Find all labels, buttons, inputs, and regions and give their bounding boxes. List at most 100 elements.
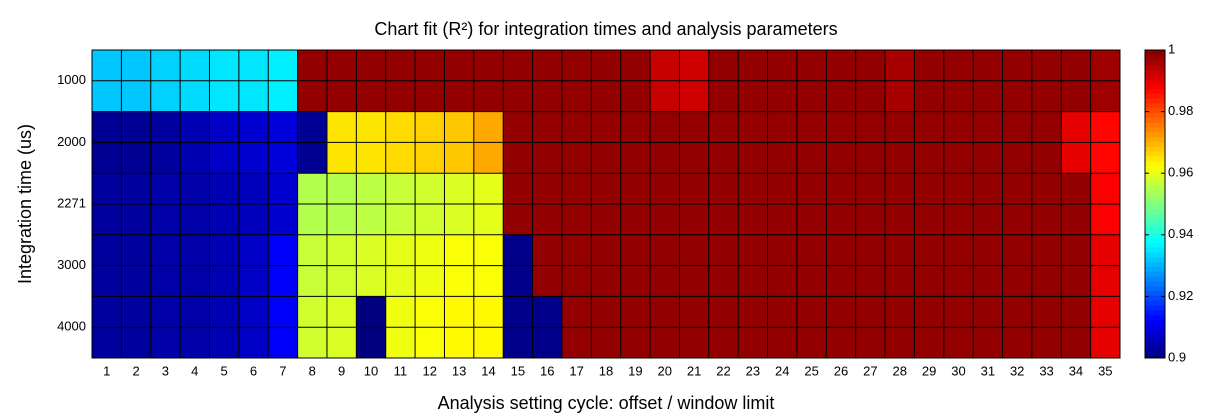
colorbar-segment xyxy=(1145,247,1165,253)
x-tick-label: 5 xyxy=(221,363,228,378)
y-tick-label: 4000 xyxy=(57,319,86,334)
x-tick-label: 7 xyxy=(279,363,286,378)
x-tick-label: 29 xyxy=(922,363,936,378)
colorbar-tick-label: 0.92 xyxy=(1168,288,1193,303)
x-axis-label: Analysis setting cycle: offset / window … xyxy=(438,393,775,413)
colorbar-segment xyxy=(1145,98,1165,104)
x-tick-label: 15 xyxy=(511,363,525,378)
colorbar-segment xyxy=(1145,204,1165,210)
x-tick-label: 31 xyxy=(981,363,995,378)
y-tick-label: 2000 xyxy=(57,134,86,149)
colorbar-segment xyxy=(1145,131,1165,138)
x-tick-label: 35 xyxy=(1098,363,1112,378)
colorbar-segment xyxy=(1145,112,1165,118)
colorbar-segment xyxy=(1145,155,1165,162)
colorbar-segment xyxy=(1145,170,1165,176)
colorbar-segment xyxy=(1145,208,1165,215)
x-tick-label: 19 xyxy=(628,363,642,378)
colorbar-segment xyxy=(1145,319,1165,325)
colorbar-segment xyxy=(1145,199,1165,205)
x-tick-label: 26 xyxy=(834,363,848,378)
x-tick-label: 8 xyxy=(309,363,316,378)
colorbar-segment xyxy=(1145,146,1165,152)
colorbar-segment xyxy=(1145,232,1165,239)
x-tick-label: 22 xyxy=(716,363,730,378)
colorbar-segment xyxy=(1145,160,1165,166)
plot-frame xyxy=(91,49,1121,359)
colorbar-segment xyxy=(1145,107,1165,114)
colorbar-segment xyxy=(1145,348,1165,354)
x-tick-label: 14 xyxy=(481,363,495,378)
x-tick-label: 2 xyxy=(132,363,139,378)
x-tick-label: 33 xyxy=(1039,363,1053,378)
x-tick-label: 32 xyxy=(1010,363,1024,378)
x-tick-label: 3 xyxy=(162,363,169,378)
x-tick-label: 1 xyxy=(103,363,110,378)
colorbar-tick-label: 1 xyxy=(1168,41,1175,56)
colorbar-segment xyxy=(1145,343,1165,349)
x-tick-label: 27 xyxy=(863,363,877,378)
colorbar-segment xyxy=(1145,64,1165,70)
colorbar-segment xyxy=(1145,309,1165,316)
colorbar-segment xyxy=(1145,102,1165,109)
x-tick-label: 28 xyxy=(892,363,906,378)
colorbar-segment xyxy=(1145,266,1165,272)
colorbar-segment xyxy=(1145,69,1165,75)
colorbar-segment xyxy=(1145,50,1165,56)
colorbar-segment xyxy=(1145,127,1165,133)
x-tick-label: 4 xyxy=(191,363,198,378)
colorbar-segment xyxy=(1145,165,1165,171)
colorbar-segment xyxy=(1145,117,1165,123)
colorbar-segment xyxy=(1145,223,1165,229)
colorbar-segment xyxy=(1145,338,1165,345)
colorbar-segment xyxy=(1145,237,1165,243)
x-tick-label: 25 xyxy=(804,363,818,378)
y-tick-label: 2271 xyxy=(57,195,86,210)
colorbar-segment xyxy=(1145,256,1165,263)
y-tick-label: 1000 xyxy=(57,72,86,87)
colorbar-segment xyxy=(1145,141,1165,147)
colorbar-segment xyxy=(1145,213,1165,219)
colorbar-tick-label: 0.96 xyxy=(1168,165,1193,180)
x-tick-label: 30 xyxy=(951,363,965,378)
x-tick-label: 12 xyxy=(423,363,437,378)
colorbar-segment xyxy=(1145,261,1165,268)
x-tick-label: 21 xyxy=(687,363,701,378)
x-tick-label: 16 xyxy=(540,363,554,378)
x-tick-label: 34 xyxy=(1069,363,1083,378)
colorbar-segment xyxy=(1145,218,1165,224)
colorbar-segment xyxy=(1145,93,1165,99)
colorbar-segment xyxy=(1145,184,1165,191)
colorbar-segment xyxy=(1145,194,1165,200)
colorbar-segment xyxy=(1145,252,1165,258)
colorbar-segment xyxy=(1145,305,1165,311)
colorbar-segment xyxy=(1145,179,1165,186)
colorbar-segment xyxy=(1145,271,1165,277)
x-tick-label: 18 xyxy=(599,363,613,378)
colorbar-segment xyxy=(1145,122,1165,128)
x-tick-label: 23 xyxy=(746,363,760,378)
colorbar-segment xyxy=(1145,300,1165,306)
x-tick-label: 17 xyxy=(569,363,583,378)
colorbar-segment xyxy=(1145,276,1165,282)
colorbar-segment xyxy=(1145,136,1165,142)
x-tick-label: 6 xyxy=(250,363,257,378)
colorbar-tick-label: 0.9 xyxy=(1168,349,1186,364)
colorbar-segment xyxy=(1145,151,1165,157)
colorbar-segment xyxy=(1145,189,1165,195)
colorbar-segment xyxy=(1145,324,1165,330)
colorbar-segment xyxy=(1145,74,1165,80)
colorbar-segment xyxy=(1145,54,1165,61)
colorbar-segment xyxy=(1145,242,1165,248)
colorbar-segment xyxy=(1145,88,1165,94)
y-tick-label: 3000 xyxy=(57,257,86,272)
colorbar-segment xyxy=(1145,175,1165,181)
colorbar-segment xyxy=(1145,333,1165,340)
x-tick-label: 10 xyxy=(364,363,378,378)
colorbar-segment xyxy=(1145,228,1165,234)
x-tick-label: 13 xyxy=(452,363,466,378)
x-tick-label: 11 xyxy=(394,363,408,378)
x-tick-label: 24 xyxy=(775,363,789,378)
colorbar-frame xyxy=(1144,49,1166,359)
colorbar-segment xyxy=(1145,314,1165,320)
